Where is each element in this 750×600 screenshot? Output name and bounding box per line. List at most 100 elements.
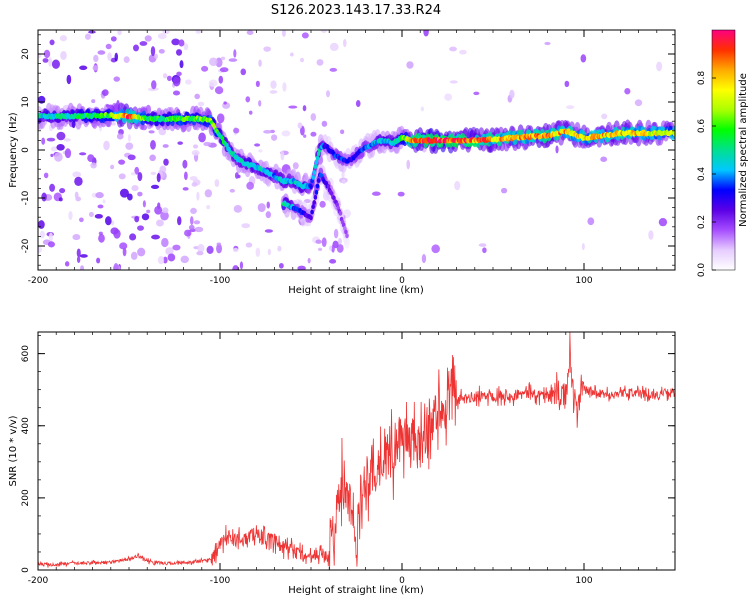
spectrogram-cell [177, 216, 182, 226]
spectrogram-cell [150, 171, 157, 175]
snr-frame [37, 331, 676, 571]
spectrogram-cell [241, 223, 251, 229]
spectrogram-cell [59, 35, 67, 42]
spectrogram-cell [162, 30, 170, 35]
spectrogram-cell [93, 54, 99, 63]
spectrogram-cell [150, 184, 160, 190]
spectrogram-cell [79, 217, 84, 223]
colorbar: 0.0 0.2 0.4 0.6 0.8 Normalized spectral ampl… [697, 29, 749, 278]
spectrogram-cell [270, 80, 277, 89]
spectrogram-cell [42, 58, 49, 63]
spectrogram-cell [130, 251, 138, 260]
spectrogram-cell [309, 184, 313, 190]
spectrogram-cell [161, 207, 169, 214]
spectrogram-cell [300, 57, 305, 63]
spectrogram-cell [282, 30, 286, 37]
spectrogram-cell [191, 149, 200, 156]
spectrogram-cell [156, 172, 161, 183]
colorbar-gradient [712, 30, 735, 270]
x-tick-label: 100 [575, 276, 592, 286]
spectrogram-cell [246, 30, 254, 36]
spectrogram-cell [281, 130, 291, 137]
spectrogram-cell [96, 257, 101, 264]
spectrogram-cell [313, 194, 318, 200]
spectrogram-cell [257, 203, 266, 213]
spectrogram-cell [311, 174, 315, 180]
spectrogram-cell [66, 74, 72, 85]
spectrogram-cell [601, 113, 608, 120]
spectrogram-cell [648, 230, 654, 240]
spectrogram-cell [47, 241, 55, 248]
spectrogram-cell [43, 49, 51, 59]
spectrogram-cell [345, 233, 349, 239]
spectrogram-cell [312, 170, 317, 175]
spectrogram-cell [233, 127, 240, 134]
spectrogram-cell [165, 247, 174, 256]
spectrogram-cell [76, 248, 81, 258]
spectrogram-cell [326, 90, 330, 98]
spectrogram-cell [154, 53, 158, 59]
spectrogram-cell [76, 256, 81, 264]
colorbar-label: Normalized spectral amplitude [738, 73, 749, 227]
spectrogram-cell [193, 220, 201, 225]
spectrogram-cell [39, 230, 45, 239]
spectrogram-cell [171, 38, 180, 46]
spectrogram-cell [204, 189, 213, 198]
spectrogram-cell [216, 243, 223, 254]
spectrogram-cell [258, 149, 263, 153]
spectrogram-cell [150, 46, 156, 57]
spectrogram-cell [127, 134, 131, 142]
spectrogram-cell [301, 32, 309, 39]
spectrogram-cell [122, 247, 127, 257]
spectrogram-cell [263, 46, 272, 52]
spectrogram-cell [319, 200, 326, 208]
spectrogram-cell [267, 248, 271, 256]
y-tick-label: 0 [21, 567, 31, 573]
spectrogram-cell [220, 56, 226, 61]
spectrogram-cell [328, 245, 333, 251]
spectrogram-cell [172, 76, 181, 87]
spectrogram-cell [672, 131, 675, 137]
spectrogram-cell [254, 143, 261, 147]
spectrogram-cell [265, 211, 272, 219]
spectrogram-cell [158, 48, 165, 54]
spectrogram-cell [501, 187, 508, 194]
spectrogram-cell [482, 247, 487, 254]
spectrogram-cell [326, 184, 331, 189]
spectrogram-cell [163, 158, 169, 166]
spectrogram-cell [220, 136, 225, 141]
spectrogram-cell [41, 137, 46, 145]
spectrogram-cell [282, 82, 287, 92]
spectrogram-cell [316, 178, 321, 183]
spectrogram-cell [310, 131, 317, 137]
spectrogram-cell [264, 229, 273, 233]
spectrogram-cell [449, 46, 457, 52]
spectrogram-cell [290, 52, 294, 57]
spectrogram-cell [266, 201, 271, 209]
spectrogram-cell [189, 176, 198, 181]
spectrogram-cell [49, 183, 56, 192]
spectrogram-cell [90, 162, 97, 169]
spectrogram-cell [166, 75, 172, 82]
spectrogram-y-axis-label: Frequency (Hz) [8, 112, 19, 188]
spectrogram-cell [87, 154, 95, 163]
spectrogram-cell [162, 73, 168, 79]
spectrogram-cell [255, 80, 260, 88]
spectrogram-cell [237, 174, 241, 179]
spectrogram-cell [624, 87, 631, 95]
spectrogram-cell [114, 52, 119, 62]
spectrogram-cell [137, 171, 143, 182]
spectrogram-cell [314, 189, 319, 195]
spectrogram-cell [149, 154, 156, 162]
spectrogram-cell [84, 33, 91, 40]
colorbar-tick-label: 0.6 [697, 119, 707, 134]
spectrogram-cell [117, 30, 122, 36]
spectrogram-cell [580, 54, 587, 63]
spectrogram-cell [151, 80, 157, 90]
spectrogram-cell [63, 138, 71, 142]
spectrogram-cell [297, 265, 306, 270]
spectrogram-cell [321, 120, 328, 127]
spectrogram-cell [160, 211, 169, 221]
spectrogram-cell [337, 238, 343, 245]
colorbar-tick-label: 0.0 [697, 263, 707, 278]
